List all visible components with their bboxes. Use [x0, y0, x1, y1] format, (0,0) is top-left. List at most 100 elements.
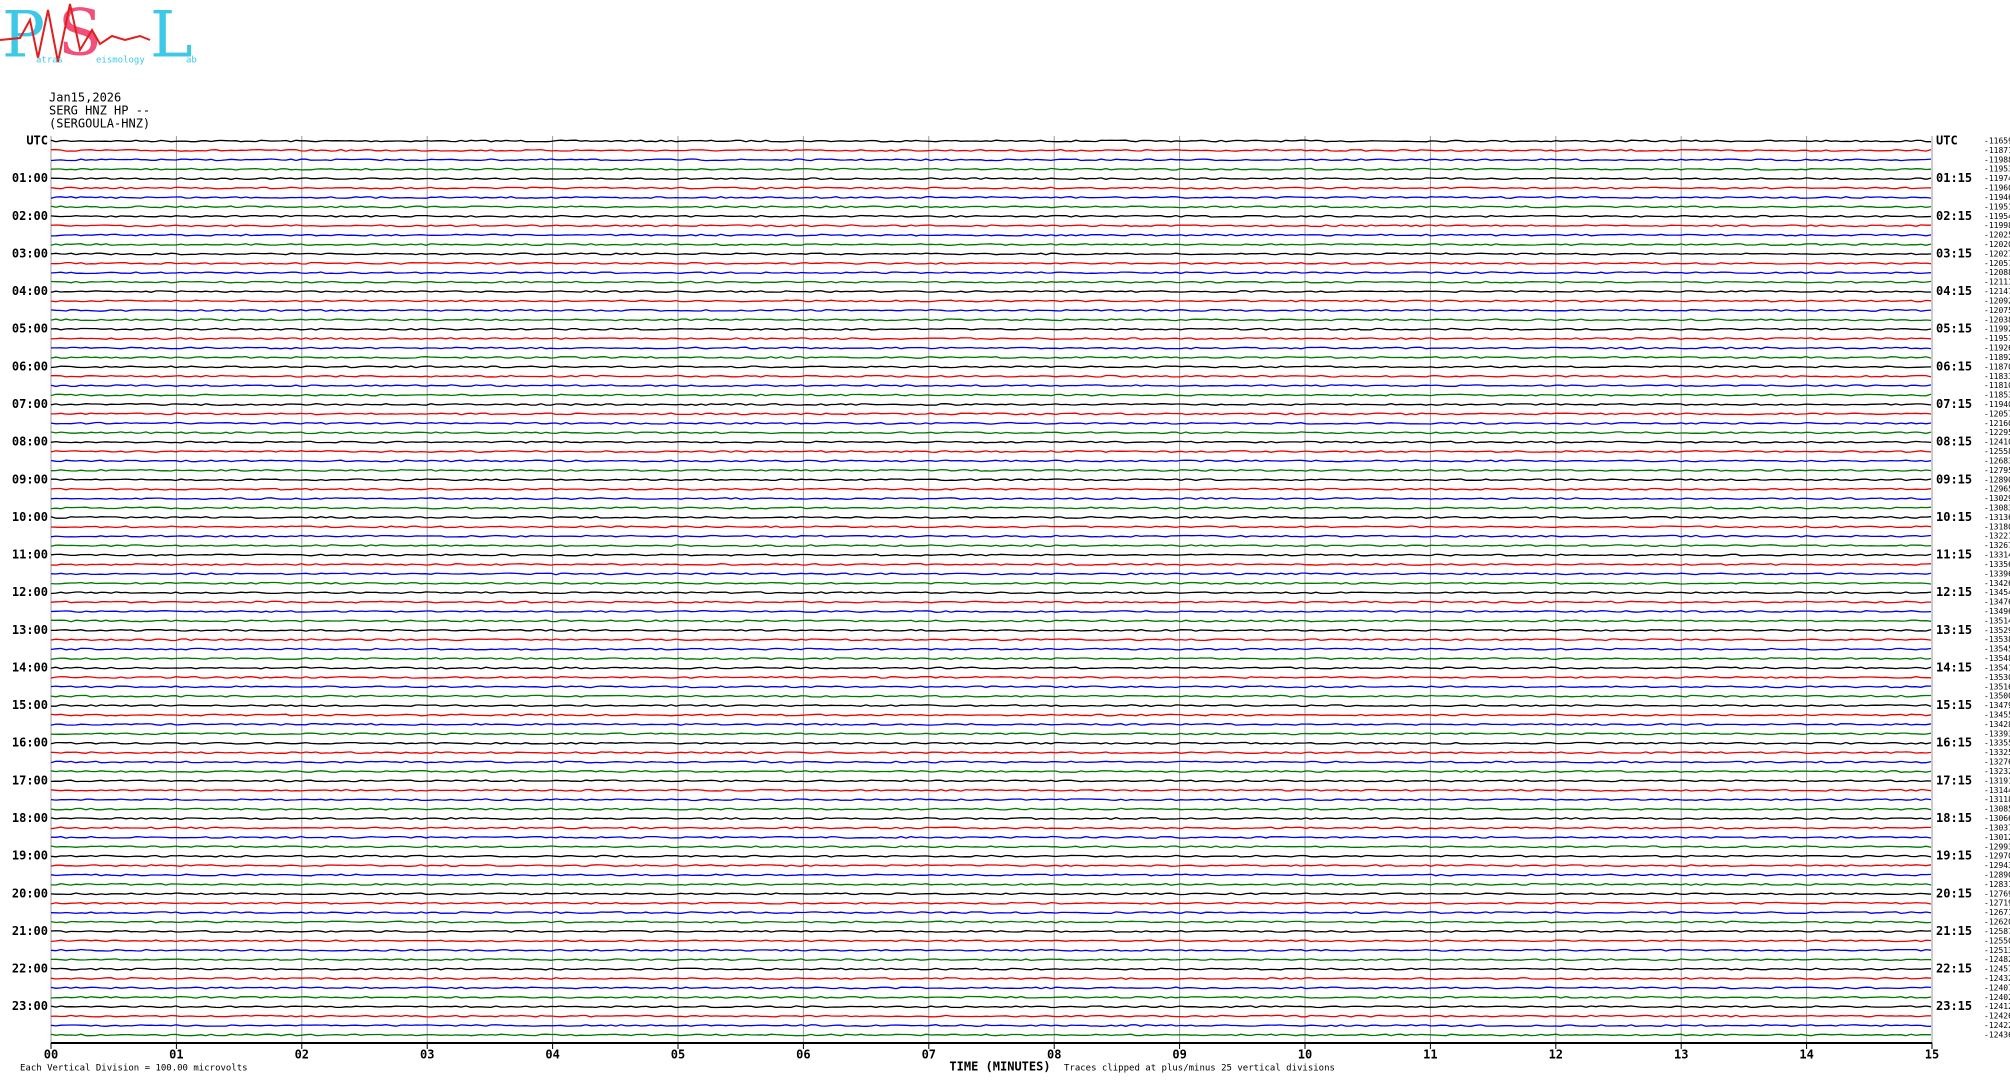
offset-label: -12719 [1984, 899, 2010, 908]
hour-label-right: 20:15 [1936, 886, 1972, 900]
trace [50, 600, 1931, 604]
offset-label: -12020 [1984, 240, 2010, 249]
offset-label: -13496 [1984, 607, 2010, 616]
trace [50, 722, 1932, 726]
hour-label: 03:00 [12, 246, 48, 260]
offset-label: -13393 [1984, 729, 2010, 738]
offset-label: -12671 [1984, 908, 2010, 917]
trace [50, 685, 1932, 689]
hour-label: 18:00 [12, 811, 48, 825]
hour-label-right: 07:15 [1936, 397, 1972, 411]
trace [51, 704, 1932, 708]
offset-label: -11988 [1984, 155, 2010, 164]
trace [50, 506, 1932, 510]
x-tick-label: 08 [1047, 1048, 1061, 1062]
offset-label: -13455 [1984, 711, 2010, 720]
offset-label: -13037 [1984, 823, 2010, 832]
trace [50, 421, 1932, 425]
offset-label: -11954 [1984, 212, 2010, 221]
trace [50, 958, 1932, 962]
offset-label: -12795 [1984, 466, 2010, 475]
trace [51, 374, 1932, 378]
trace [50, 525, 1932, 529]
trace [50, 713, 1932, 717]
hour-label: 20:00 [12, 886, 48, 900]
offset-label: -13538 [1984, 635, 2010, 644]
trace [50, 139, 1931, 143]
trace [50, 196, 1932, 199]
offset-label: -12075 [1984, 306, 2010, 315]
offset-label: -12422 [1984, 1021, 2010, 1030]
offset-label: -11810 [1984, 381, 2010, 390]
offset-label: -12513 [1984, 946, 2010, 955]
trace [50, 355, 1932, 359]
trace [50, 1005, 1932, 1009]
offset-label: -11940 [1984, 400, 2010, 409]
trace [50, 224, 1931, 228]
hour-label: 16:00 [12, 736, 48, 750]
hour-label: 08:00 [12, 435, 48, 449]
offset-label: -12295 [1984, 428, 2010, 437]
offset-label: -13012 [1984, 833, 2010, 842]
clip-note: Traces clipped at plus/minus 25 vertical… [1064, 1064, 1335, 1074]
trace [50, 694, 1931, 698]
offset-label: -12027 [1984, 249, 2010, 258]
trace [50, 1024, 1932, 1027]
trace [50, 384, 1932, 388]
x-tick-label: 00 [44, 1048, 58, 1062]
trace [50, 1014, 1932, 1018]
trace [50, 873, 1932, 877]
trace [50, 393, 1932, 397]
offset-label: -11870 [1984, 362, 2010, 371]
hour-label-right: 03:15 [1936, 246, 1972, 260]
hour-label: 09:00 [12, 472, 48, 486]
trace [50, 967, 1931, 971]
trace [50, 487, 1932, 491]
offset-label: -11871 [1984, 146, 2010, 155]
date: Jan15,2026 [49, 91, 121, 105]
trace [50, 365, 1932, 369]
trace [50, 986, 1932, 990]
hour-label-right: 11:15 [1936, 548, 1972, 562]
hour-label: 02:00 [12, 209, 48, 223]
hour-label: 04:00 [12, 284, 48, 298]
x-tick-label: 11 [1423, 1048, 1437, 1062]
site: (SERGOULA-HNZ) [49, 117, 150, 131]
offset-label: -13083 [1984, 503, 2010, 512]
hour-label-right: 13:15 [1936, 623, 1972, 637]
trace [50, 638, 1932, 642]
trace [50, 732, 1932, 736]
x-tick-label: 15 [1925, 1048, 1939, 1062]
trace [50, 252, 1932, 256]
x-tick-label: 10 [1298, 1048, 1312, 1062]
offset-label: -13548 [1984, 654, 2010, 663]
trace [50, 440, 1932, 444]
hour-label: 23:00 [12, 999, 48, 1013]
trace [50, 243, 1932, 246]
trace [50, 591, 1932, 595]
offset-label: -13516 [1984, 682, 2010, 691]
hour-label: 07:00 [12, 397, 48, 411]
hour-label-right: 08:15 [1936, 435, 1972, 449]
trace [51, 619, 1932, 623]
trace [50, 1033, 1932, 1037]
offset-label: -12111 [1984, 278, 2010, 287]
trace [50, 920, 1932, 924]
x-tick-label: 04 [545, 1048, 559, 1062]
hour-label-right: 18:15 [1936, 811, 1972, 825]
station: SERG HNZ HP -- [49, 104, 150, 118]
trace [50, 929, 1932, 933]
offset-label: -13066 [1984, 814, 2010, 823]
offset-label: -12407 [1984, 983, 2010, 992]
offset-label: -12890 [1984, 475, 2010, 484]
trace [50, 308, 1932, 312]
logo: P S L atras eismology ab [0, 0, 197, 73]
hour-label-right: 12:15 [1936, 585, 1972, 599]
hour-label: 12:00 [12, 585, 48, 599]
offset-label: -13325 [1984, 748, 2010, 757]
trace [50, 770, 1932, 773]
trace [50, 497, 1932, 501]
offset-label: -13180 [1984, 522, 2010, 531]
hour-label: 13:00 [12, 623, 48, 637]
offset-label: -11998 [1984, 221, 2010, 230]
